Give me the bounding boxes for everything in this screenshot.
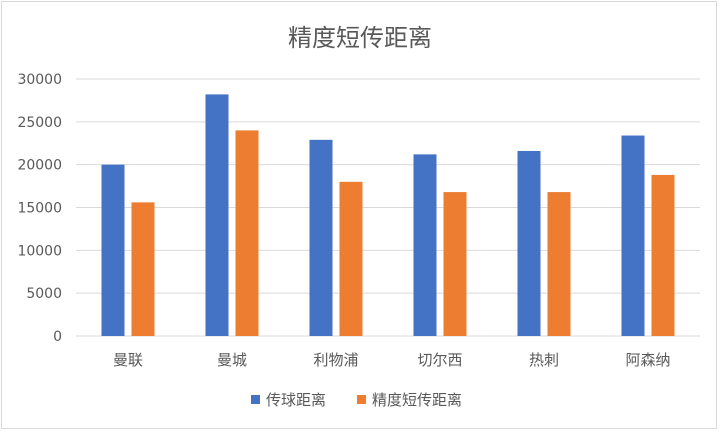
bar-short-pass-distance: [131, 202, 155, 336]
x-category-label: 曼城: [217, 351, 247, 369]
y-tick-label: 10000: [17, 243, 62, 259]
gridlines: [76, 78, 700, 337]
legend-label: 精度短传距离: [372, 391, 462, 409]
bar-pass-distance: [205, 94, 229, 336]
legend-swatch: [357, 395, 366, 404]
x-category-label: 曼联: [113, 351, 143, 369]
bar-pass-distance: [413, 154, 437, 336]
x-category-label: 利物浦: [313, 351, 358, 369]
x-category-label: 热刺: [529, 351, 559, 369]
bar-pass-distance: [101, 164, 125, 336]
bar-short-pass-distance: [443, 192, 467, 336]
bar-short-pass-distance: [651, 174, 675, 336]
y-tick-label: 0: [53, 329, 62, 345]
x-category-label: 阿森纳: [625, 351, 670, 369]
y-tick-label: 30000: [17, 72, 62, 88]
bar-short-pass-distance: [339, 181, 363, 336]
y-tick-label: 25000: [17, 115, 62, 131]
chart-title: 精度短传距离: [288, 24, 432, 52]
x-category-label: 切尔西: [417, 351, 462, 369]
bar-short-pass-distance: [235, 130, 259, 336]
x-axis-categories: 曼联 曼城 利物浦 切尔西 热刺 阿森纳: [113, 351, 671, 369]
bar-pass-distance: [517, 150, 541, 336]
bar-pass-distance: [621, 135, 645, 336]
legend-label: 传球距离: [266, 391, 326, 409]
bar-pass-distance: [309, 139, 333, 336]
legend-swatch: [251, 395, 260, 404]
legend: 传球距离 精度短传距离: [251, 391, 462, 409]
bar-short-pass-distance: [547, 192, 571, 336]
bars: [101, 94, 675, 336]
y-axis-ticks: 0 5000 10000 15000 20000 25000 30000: [17, 72, 62, 345]
y-tick-label: 15000: [17, 201, 62, 217]
y-tick-label: 5000: [26, 286, 62, 302]
y-tick-label: 20000: [17, 158, 62, 174]
